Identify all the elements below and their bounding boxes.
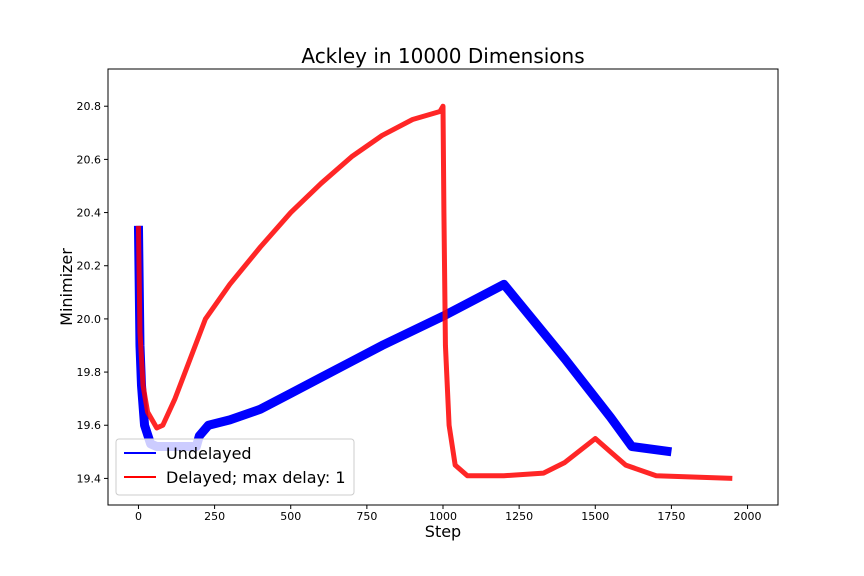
y-tick-label: 20.2: [77, 260, 102, 273]
plot-frame: [107, 68, 779, 506]
x-tick-label: 1250: [505, 510, 533, 523]
y-axis-label: Minimizer: [57, 248, 76, 326]
y-tick-label: 20.6: [77, 153, 102, 166]
series-line: [135, 103, 733, 481]
x-tick-label: 250: [204, 510, 225, 523]
y-tick-label: 20.8: [77, 100, 102, 113]
chart-title: Ackley in 10000 Dimensions: [301, 44, 584, 68]
y-tick-label: 19.6: [77, 419, 102, 432]
x-tick-label: 500: [280, 510, 301, 523]
y-tick-label: 20.4: [77, 207, 102, 220]
legend-box: [115, 438, 355, 496]
x-tick-label: 2000: [734, 510, 762, 523]
series-line: [133, 225, 673, 457]
x-tick-label: 0: [135, 510, 142, 523]
x-tick-label: 750: [356, 510, 377, 523]
y-tick-label: 19.4: [77, 472, 102, 485]
x-tick-label: 1500: [581, 510, 609, 523]
y-tick-label: 20.0: [77, 313, 102, 326]
x-axis-label: Step: [425, 522, 461, 541]
y-tick-label: 19.8: [77, 366, 102, 379]
legend-label: Delayed; max delay: 1: [166, 468, 346, 487]
legend-label: Undelayed: [166, 444, 252, 463]
x-tick-label: 1000: [429, 510, 457, 523]
x-tick-label: 1750: [657, 510, 685, 523]
